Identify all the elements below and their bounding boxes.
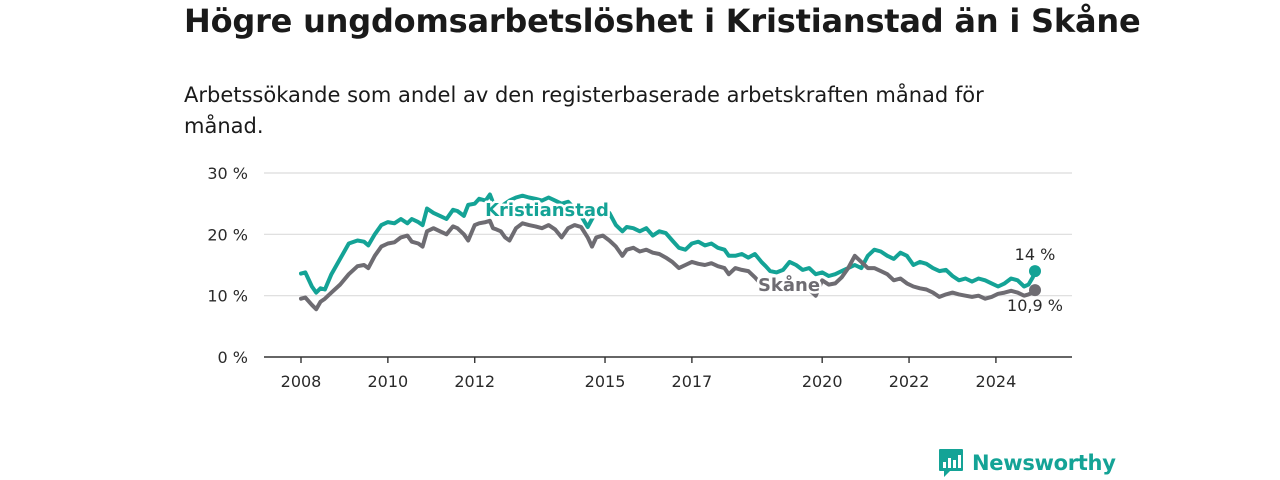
chart-subtitle: Arbetssökande som andel av den registerb… [184,83,984,138]
series-line-skane [299,218,1037,312]
series-label-skane: Skåne [758,274,820,296]
series-line-kristianstad [299,192,1037,295]
series-lines [299,192,1041,312]
end-point-kristianstad [1029,265,1041,278]
x-tick-label: 2020 [802,372,843,391]
x-tick-label: 2012 [454,372,495,391]
bar-chart-icon [939,449,963,477]
series-labels: Kristianstad Skåne 14 % 10,9 % [483,198,1065,318]
x-tick-label: 2015 [585,372,626,391]
x-tick-label: 2010 [368,372,409,391]
y-tick-label: 30 % [207,164,248,183]
axes: 0 % 10 % 20 % 30 % 2008 2010 2012 2015 2017 2020 2… [207,164,1072,391]
y-tick-label: 20 % [207,225,248,244]
end-value-label-skane: 10,9 % [1007,296,1063,315]
chart-title: Högre ungdomsarbetslöshet i Kristianstad… [184,2,1141,40]
end-value-label-kristianstad: 14 % [1015,245,1056,264]
logo-text: Newsworthy [972,451,1116,475]
x-tick-label: 2024 [976,372,1017,391]
series-label-kristianstad: Kristianstad [485,200,609,221]
x-tick-label: 2022 [889,372,930,391]
x-tick-label: 2017 [672,372,713,391]
y-tick-label: 10 % [207,287,248,306]
end-point-skane [1029,284,1041,297]
y-tick-label: 0 % [218,348,248,367]
newsworthy-logo[interactable]: Newsworthy [938,447,1116,479]
x-tick-label: 2008 [281,372,322,391]
